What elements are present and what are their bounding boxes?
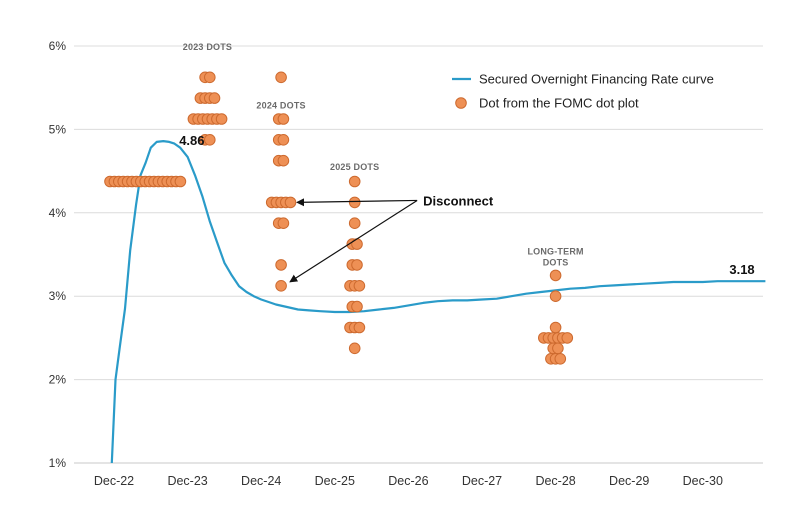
x-tick-label: Dec-29 [609,474,649,488]
fomc-dot [275,71,287,84]
dot-group-label: DOTS [543,257,569,267]
fomc-dot [353,321,366,334]
x-tick-label: Dec-23 [167,474,207,488]
disconnect-label: Disconnect [423,193,494,208]
fomc-dot [348,175,361,188]
fomc-dot [351,259,363,271]
fomc-dot [549,269,562,282]
x-tick-label: Dec-28 [535,474,575,488]
fomc-dot [351,300,363,313]
x-axis: Dec-22 Dec-23 Dec-24 Dec-25 Dec-26 Dec-27 Dec-… [94,474,723,488]
fomc-dot [552,342,564,355]
legend-curve-label: Secured Overnight Financing Rate curve [479,72,714,87]
x-tick-label: Dec-27 [462,474,502,488]
dot-group-label: 2024 DOTS [256,100,305,110]
end-value-label: 3.18 [729,262,754,277]
y-tick-label: 6% [49,39,67,53]
peak-value-label: 4.86 [179,133,204,148]
legend-dot-swatch [455,97,467,109]
dot-group-label: 2025 DOTS [330,162,379,172]
fomc-dot [215,113,228,125]
dot-group-label: 2023 DOTS [183,42,232,52]
fomc-dot [549,290,562,303]
fomc-dot [275,280,287,292]
x-tick-label: Dec-30 [683,474,723,488]
y-tick-label: 4% [49,206,67,220]
fomc-dot [351,238,363,250]
y-tick-label: 1% [49,456,67,470]
legend: Secured Overnight Financing Rate curve D… [452,72,714,111]
fomc-dot [353,280,366,292]
fomc-dot [284,196,297,209]
fomc-dot [549,321,562,334]
fomc-dots [104,71,574,365]
sofr-curve-line [110,140,766,464]
fomc-dot [554,353,567,365]
fomc-dot [275,259,287,271]
disconnect-arrow-lower [289,199,418,283]
y-axis: 1% 2% 3% 4% 5% 6% [49,39,67,470]
x-tick-label: Dec-22 [94,474,134,488]
x-tick-label: Dec-24 [241,474,281,488]
legend-dot-label: Dot from the FOMC dot plot [479,96,639,111]
fomc-dot [348,217,361,229]
annotations: 4.86 3.18 Disconnect [179,133,755,283]
fomc-dot [277,134,290,146]
fomc-dot [277,113,290,125]
fomc-dot [208,92,221,104]
disconnect-arrow-upper [296,198,418,207]
y-tick-label: 5% [49,122,67,136]
x-tick-label: Dec-25 [315,474,355,488]
fomc-dot [348,342,361,355]
fomc-dot [204,71,216,84]
dot-group-label: LONG-TERM [527,246,583,256]
fomc-dot [204,134,216,146]
fomc-dot [277,217,290,229]
x-tick-label: Dec-26 [388,474,428,488]
fomc-dot [561,332,574,344]
y-tick-label: 2% [49,373,67,387]
gridlines [74,45,763,381]
y-tick-label: 3% [49,289,67,303]
fomc-dot [174,175,187,188]
fomc-dot [348,196,361,209]
fomc-dot [277,154,290,167]
